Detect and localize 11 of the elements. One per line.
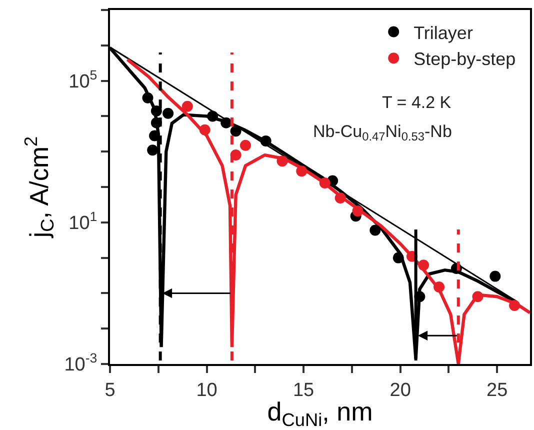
annotation: Nb-Cu$_{0.47}$Ni$_{0.53}$-Nb (313, 122, 452, 144)
y-tick-label: 10$^{-3}$ (64, 350, 98, 376)
x-tick-label: 25 (486, 380, 508, 401)
legend-label: Step-by-step (414, 49, 516, 70)
annotation: T = 4.2 K (382, 93, 452, 112)
x-tick-label: 20 (390, 380, 411, 401)
y-tick-label: 10$^{5}$ (68, 67, 98, 92)
y-tick-label: 10$^{1}$ (68, 209, 98, 234)
x-tick-label: 5 (104, 380, 116, 401)
x-tick-label: 10 (196, 380, 218, 401)
legend-label: Trilayer (414, 22, 473, 43)
